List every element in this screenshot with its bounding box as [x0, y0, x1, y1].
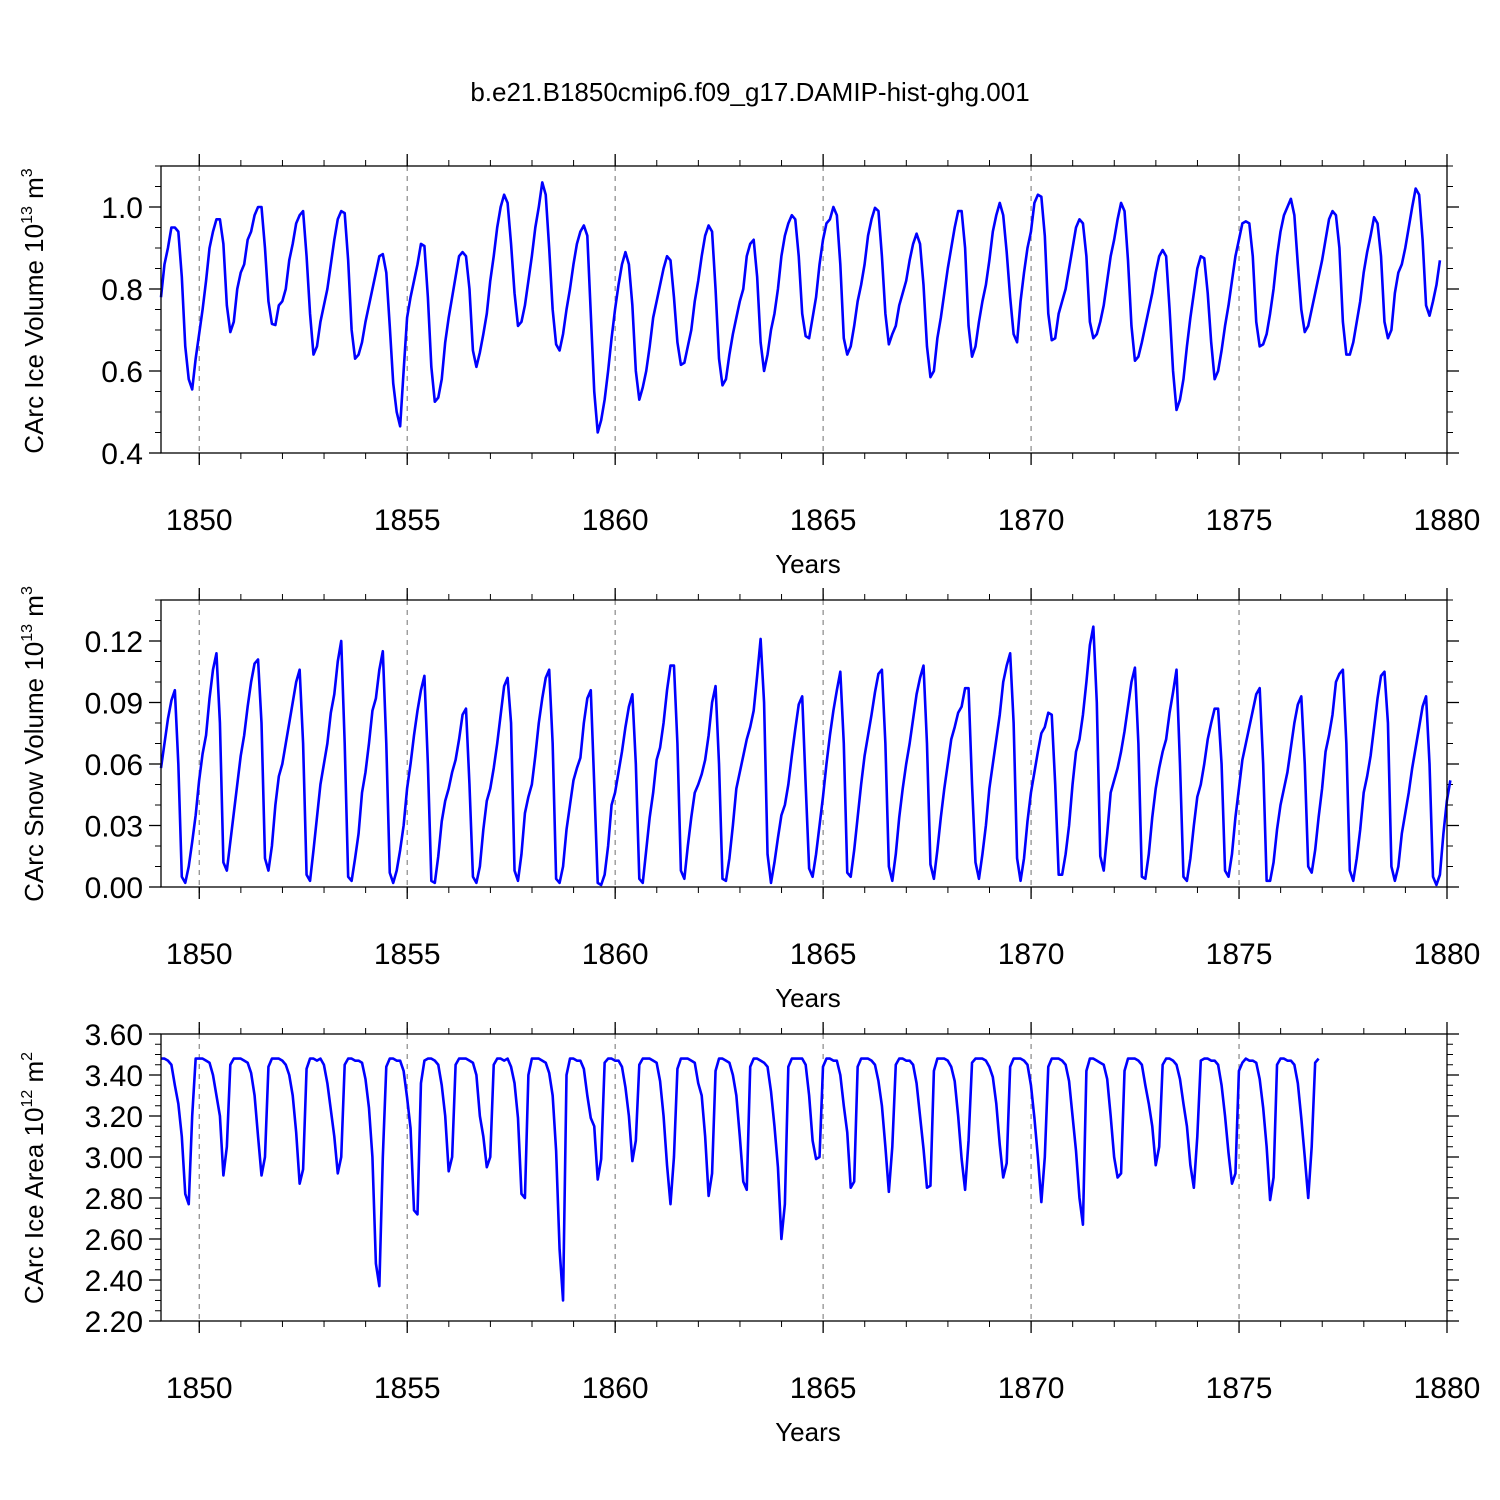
x-tick-label: 1860 [582, 1372, 649, 1405]
x-tick-label: 1875 [1206, 938, 1273, 971]
x-tick-label: 1855 [374, 1372, 441, 1405]
y-tick-label: 0.8 [101, 274, 143, 307]
x-tick-label: 1865 [790, 1372, 857, 1405]
x-tick-label: 1860 [582, 938, 649, 971]
x-tick-label: 1855 [374, 938, 441, 971]
x-tick-label: 1850 [166, 504, 233, 537]
plot-frame [160, 165, 1448, 454]
y-tick-label: 0.6 [101, 356, 143, 389]
plot-frame [160, 1033, 1448, 1322]
series-line [159, 625, 1452, 887]
y-tick-label: 2.80 [85, 1183, 143, 1216]
y-tick-label: 0.06 [85, 749, 143, 782]
y-tick-label: 2.60 [85, 1224, 143, 1257]
x-axis-title: Years [775, 549, 841, 579]
y-tick-label: 3.60 [85, 1019, 143, 1052]
y-tick-label: 2.40 [85, 1265, 143, 1298]
x-tick-label: 1860 [582, 504, 649, 537]
x-tick-label: 1850 [166, 938, 233, 971]
y-tick-label: 0.09 [85, 688, 143, 721]
x-tick-label: 1880 [1414, 938, 1481, 971]
y-tick-label: 2.20 [85, 1306, 143, 1339]
x-axis-title: Years [775, 1417, 841, 1447]
plot-frame [160, 599, 1448, 888]
series-line [159, 181, 1442, 434]
x-tick-label: 1880 [1414, 1372, 1481, 1405]
ice-area-panel: 2.20 2.40 2.60 2.80 3.00 3.20 3.40 3.60 1850 1855… [19, 1019, 1480, 1447]
y-tick-label: 0.00 [85, 872, 143, 905]
snow-volume-panel: 0.00 0.03 0.06 0.09 0.12 1850 1855 1860 1865 1870… [19, 586, 1480, 1013]
x-tick-label: 1870 [998, 1372, 1065, 1405]
y-axis-title: CArc Ice Area 1012 m2 [19, 1052, 49, 1304]
ice-volume-panel: 0.4 0.6 0.8 1.0 1850 1855 1860 1865 1870 1875 1880… [19, 154, 1480, 579]
x-tick-label: 1880 [1414, 504, 1481, 537]
y-tick-label: 0.12 [85, 626, 143, 659]
y-tick-label: 3.00 [85, 1142, 143, 1175]
y-axis-title: CArc Ice Volume 1013 m3 [19, 168, 49, 453]
series-line [161, 1057, 1320, 1302]
x-axis-title: Years [775, 983, 841, 1013]
x-tick-label: 1870 [998, 938, 1065, 971]
x-tick-label: 1875 [1206, 504, 1273, 537]
x-tick-label: 1870 [998, 504, 1065, 537]
x-tick-label: 1865 [790, 938, 857, 971]
y-tick-label: 3.40 [85, 1060, 143, 1093]
y-tick-label: 3.20 [85, 1101, 143, 1134]
x-tick-label: 1865 [790, 504, 857, 537]
y-tick-label: 0.4 [101, 438, 143, 471]
x-tick-label: 1850 [166, 1372, 233, 1405]
y-axis-title: CArc Snow Volume 1013 m3 [19, 586, 49, 902]
x-tick-label: 1855 [374, 504, 441, 537]
y-tick-label: 1.0 [101, 192, 143, 225]
y-tick-label: 0.03 [85, 811, 143, 844]
x-tick-label: 1875 [1206, 1372, 1273, 1405]
chart-title: b.e21.B1850cmip6.f09_g17.DAMIP-hist-ghg.… [470, 77, 1029, 107]
